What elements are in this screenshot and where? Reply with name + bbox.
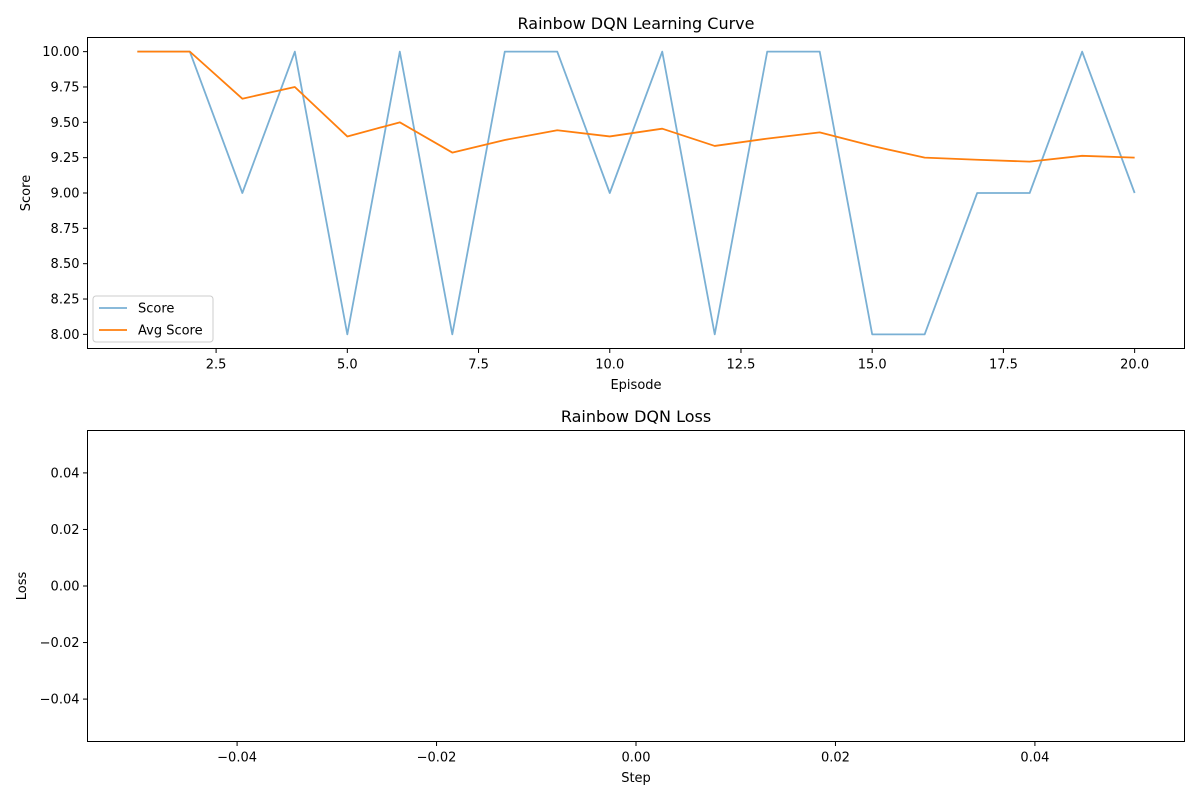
data-point-score <box>609 192 611 194</box>
data-point-score <box>976 192 978 194</box>
loss-chart-title: Rainbow DQN Loss <box>561 407 711 426</box>
data-point-score <box>661 50 663 52</box>
loss-chart-x-tick-label: −0.02 <box>417 751 457 766</box>
data-point-score <box>714 333 716 335</box>
learning-curve-x-tick-label: 7.5 <box>468 358 489 373</box>
learning-curve-y-tick-label: 10.00 <box>42 45 79 60</box>
data-point-avg-score <box>294 86 296 88</box>
data-point-avg-score <box>1028 160 1030 162</box>
loss-chart-y-tick-label: 0.00 <box>51 580 80 595</box>
data-point-avg-score <box>504 139 506 141</box>
data-point-score <box>399 50 401 52</box>
data-point-score <box>556 50 558 52</box>
data-point-score <box>1133 192 1135 194</box>
loss-chart: Rainbow DQN Loss −0.04 −0.02 0.00 0.02 0.04−… <box>15 407 1185 786</box>
legend-label-avg-score: Avg Score <box>138 324 203 339</box>
loss-chart-y-tick-label: −0.04 <box>40 693 80 708</box>
learning-curve-x-tick-label: 12.5 <box>726 358 755 373</box>
data-point-score <box>1081 50 1083 52</box>
learning-curve-y-tick-label: 9.25 <box>51 151 80 166</box>
data-point-avg-score <box>766 137 768 139</box>
loss-chart-y-label: Loss <box>15 572 30 601</box>
learning-curve-legend: Score Avg Score <box>92 295 214 343</box>
data-point-score <box>766 50 768 52</box>
data-point-score <box>451 333 453 335</box>
data-point-score <box>294 50 296 52</box>
learning-curve-y-tick-label: 8.00 <box>51 328 80 343</box>
data-point-avg-score <box>399 121 401 123</box>
learning-curve-y-tick-label: 8.25 <box>51 293 80 308</box>
learning-curve-plot-area <box>136 50 1136 336</box>
data-point-avg-score <box>241 98 243 100</box>
data-point-score <box>1028 192 1030 194</box>
learning-curve-chart: Rainbow DQN Learning Curve 2.5 5.0 7.5 10.0… <box>19 14 1185 393</box>
data-point-score <box>871 333 873 335</box>
learning-curve-x-tick-label: 17.5 <box>989 358 1018 373</box>
data-point-avg-score <box>714 145 716 147</box>
learning-curve-title: Rainbow DQN Learning Curve <box>518 14 755 33</box>
learning-curve-x-tick-label: 10.0 <box>595 358 624 373</box>
learning-curve-y-tick-label: 9.00 <box>51 187 80 202</box>
learning-curve-x-tick-label: 15.0 <box>858 358 887 373</box>
loss-chart-y-tick-label: −0.02 <box>40 636 80 651</box>
loss-chart-x-tick-label: 0.02 <box>821 751 850 766</box>
loss-chart-x-tick-label: 0.00 <box>622 751 651 766</box>
learning-curve-y-tick-label: 9.75 <box>51 80 80 95</box>
loss-chart-x-tick-label: 0.04 <box>1020 751 1049 766</box>
data-point-avg-score <box>346 135 348 137</box>
learning-curve-x-tick-label: 20.0 <box>1120 358 1149 373</box>
data-point-avg-score <box>1081 155 1083 157</box>
learning-curve-y-tick-label: 8.50 <box>51 257 80 272</box>
data-point-avg-score <box>661 127 663 129</box>
data-point-avg-score <box>136 50 138 52</box>
learning-curve-x-label: Episode <box>610 378 661 393</box>
data-point-avg-score <box>189 50 191 52</box>
learning-curve-ticks: 2.5 5.0 7.5 10.0 12.5 15.0 17.5 20.0 8.00 8.25 8.5… <box>42 45 1149 372</box>
learning-curve-x-tick-label: 5.0 <box>337 358 358 373</box>
data-point-avg-score <box>923 156 925 158</box>
data-point-score <box>923 333 925 335</box>
loss-chart-y-tick-label: 0.04 <box>51 466 80 481</box>
data-point-score <box>819 50 821 52</box>
data-point-score <box>241 192 243 194</box>
data-point-score <box>504 50 506 52</box>
data-point-avg-score <box>556 129 558 131</box>
legend-label-score: Score <box>138 302 174 317</box>
data-point-avg-score <box>976 159 978 161</box>
series-line-avg-score <box>137 50 1135 163</box>
learning-curve-y-tick-label: 8.75 <box>51 222 80 237</box>
data-point-avg-score <box>451 151 453 153</box>
series-line-score <box>137 50 1136 336</box>
data-point-score <box>346 333 348 335</box>
loss-chart-y-tick-label: 0.02 <box>51 523 80 538</box>
loss-chart-x-label: Step <box>621 771 651 786</box>
data-point-avg-score <box>1133 156 1135 158</box>
learning-curve-y-label: Score <box>19 175 34 211</box>
loss-chart-ticks: −0.04 −0.02 0.00 0.02 0.04 −0.04 −0.02 0.00 0.02… <box>40 466 1050 765</box>
learning-curve-x-tick-label: 2.5 <box>206 358 227 373</box>
learning-curve-y-tick-label: 9.50 <box>51 116 80 131</box>
data-point-avg-score <box>819 131 821 133</box>
data-point-avg-score <box>871 145 873 147</box>
loss-chart-x-tick-label: −0.04 <box>217 751 257 766</box>
data-point-avg-score <box>609 135 611 137</box>
